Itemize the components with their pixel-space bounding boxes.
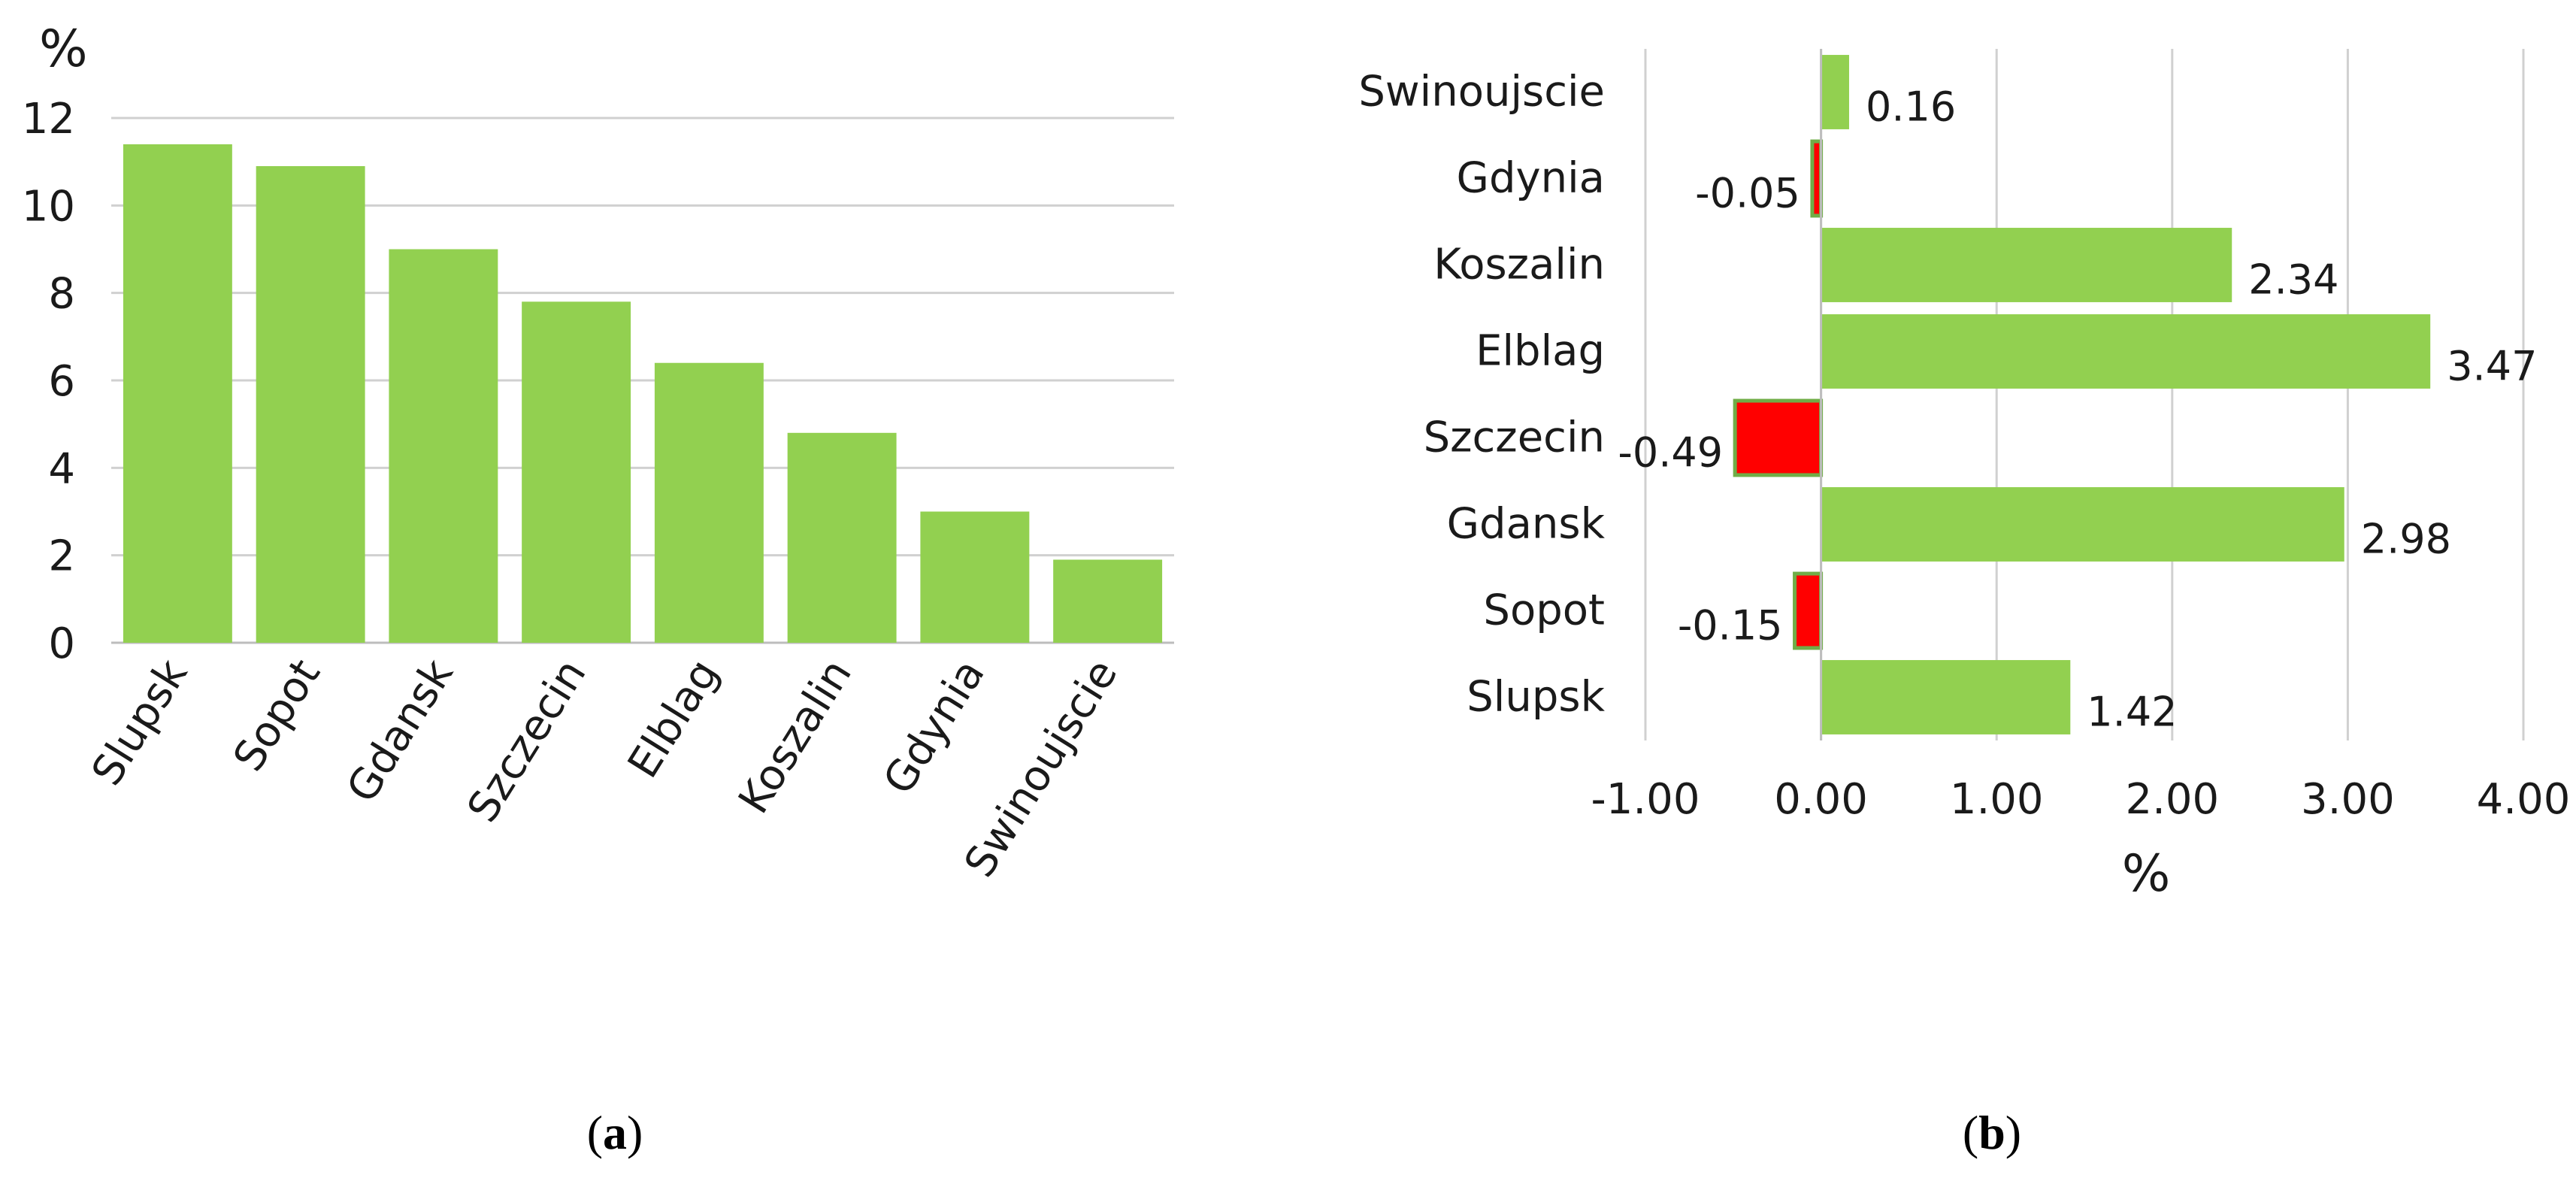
- chart-a-bar: [1053, 559, 1163, 643]
- chart-b-bar: [1793, 571, 1824, 650]
- chart-a-x-tick-label: Elblag: [619, 651, 728, 786]
- chart-a-bar: [654, 362, 764, 643]
- chart-b-bar: [1821, 487, 2344, 562]
- chart-a-bar: [389, 249, 498, 643]
- chart-b-y-tick-label: Slupsk: [1467, 673, 1605, 722]
- chart-b-y-tick-label: Koszalin: [1433, 241, 1605, 289]
- chart-b-data-label: -0.05: [1695, 170, 1800, 217]
- chart-b-data-label: -0.15: [1678, 602, 1783, 650]
- chart-b-x-axis-label: %: [2122, 844, 2171, 904]
- chart-a-y-tick-label: 0: [48, 619, 75, 668]
- chart-b-x-tick-label: 4.00: [2477, 775, 2571, 824]
- chart-b-bar: [1821, 55, 1849, 129]
- chart-b-data-label: 2.98: [2361, 516, 2451, 563]
- chart-a-x-tick-label: Slupsk: [83, 650, 198, 794]
- chart-a-x-tick-label: Koszalin: [729, 651, 861, 822]
- chart-a-bar: [522, 301, 631, 643]
- chart-b-bar: [1733, 398, 1824, 477]
- chart-b-y-tick-label: Swinoujscie: [1358, 68, 1605, 117]
- chart-a-x-tick-label: Sopot: [224, 651, 330, 780]
- chart-a-bar: [787, 432, 897, 643]
- chart-a-y-tick-label: 8: [48, 270, 75, 319]
- chart-a-x-tick-label: Gdynia: [874, 651, 994, 803]
- chart-b-bar: [1810, 139, 1824, 218]
- chart-a-x-tick-label: Gdansk: [338, 650, 463, 810]
- chart-a-y-tick-label: 10: [22, 182, 75, 231]
- chart-b-x-tick-label: 1.00: [1950, 775, 2044, 824]
- chart-a-y-axis-label: %: [39, 20, 88, 79]
- chart-b-data-label: -0.49: [1618, 429, 1723, 477]
- chart-b-data-label: 3.47: [2447, 343, 2537, 390]
- chart-a-y-tick-label: 6: [48, 357, 75, 406]
- chart-b-bar: [1821, 660, 2071, 734]
- chart-b-y-tick-label: Gdynia: [1457, 154, 1605, 203]
- chart-b-y-tick-label: Sopot: [1483, 586, 1605, 635]
- chart-b-data-label: 1.42: [2087, 689, 2177, 736]
- chart-b-x-tick-label: 2.00: [2125, 775, 2219, 824]
- chart-a-bar: [920, 511, 1030, 643]
- chart-a-y-tick-label: 12: [22, 95, 75, 144]
- chart-a-y-tick-label: 4: [48, 444, 75, 493]
- chart-b-data-label: 2.34: [2248, 256, 2338, 304]
- chart-b-x-tick-label: 0.00: [1774, 775, 1868, 824]
- chart-b-y-tick-label: Gdansk: [1447, 500, 1606, 549]
- chart-b-x-tick-label: -1.00: [1591, 775, 1700, 824]
- chart-b-bar: [1821, 314, 2431, 389]
- chart-b-data-label: 0.16: [1866, 83, 1956, 131]
- chart-b-y-tick-label: Szczecin: [1424, 413, 1605, 462]
- chart-a-bar: [123, 144, 232, 643]
- chart-a-panel-label: (a): [587, 1106, 643, 1159]
- chart-a-bar: [256, 165, 365, 643]
- chart-b-horizontal-bars: % -1.00 0.00 1.00 2.00 3.00 4.00 0.16 Swinoujsc…: [1358, 49, 2570, 904]
- chart-b-panel-label: (b): [1963, 1106, 2021, 1159]
- chart-b-x-tick-label: 3.00: [2301, 775, 2395, 824]
- chart-b-y-tick-label: Elblag: [1476, 327, 1605, 376]
- chart-a-x-tick-label: Szczecin: [458, 651, 595, 831]
- chart-a-y-tick-label: 2: [48, 532, 75, 581]
- chart-b-bar: [1821, 228, 2232, 302]
